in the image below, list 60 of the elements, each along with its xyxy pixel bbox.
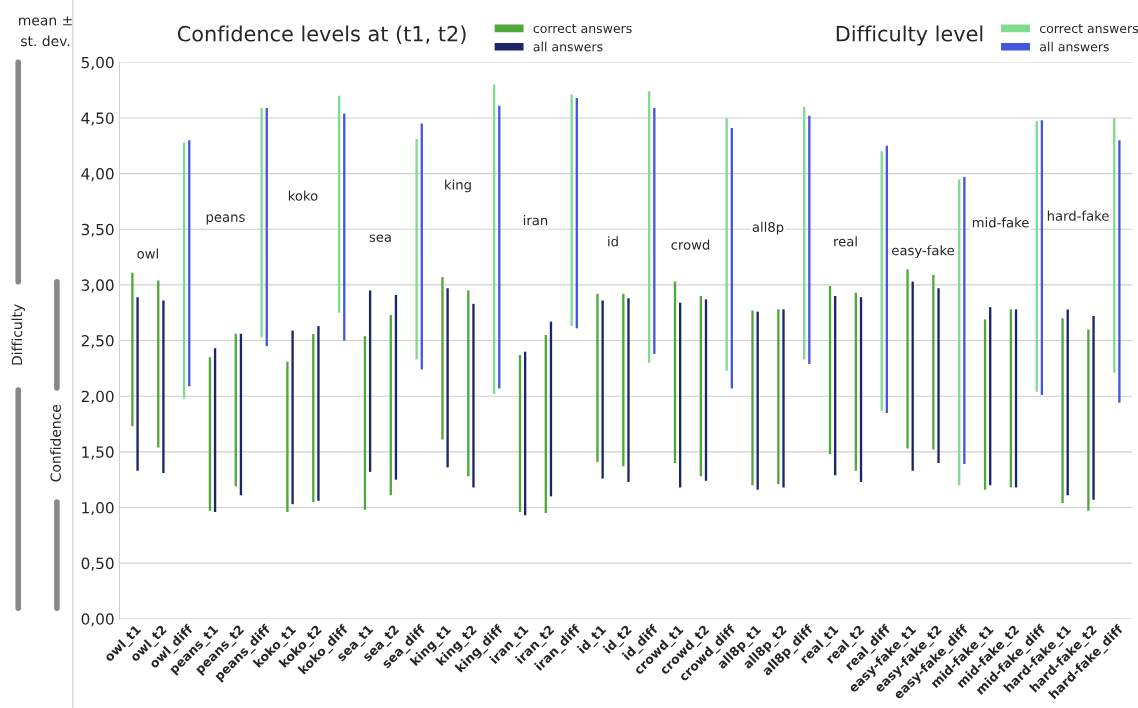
text: Difficulty — [11, 304, 25, 365]
y-tick-label: 3,50 — [81, 223, 114, 237]
annotation: peans — [206, 214, 245, 225]
bar — [1092, 316, 1095, 500]
bar — [751, 310, 754, 486]
legend-label: all answers — [1040, 41, 1109, 52]
y-tick-label: 4,00 — [81, 168, 114, 182]
bar — [782, 309, 785, 488]
annotation: id — [608, 236, 618, 247]
annotation: all8p — [752, 221, 784, 235]
legend-label: correct answers — [1039, 24, 1138, 34]
annotation: mid-fake — [972, 217, 1029, 228]
legend-label: correct answers — [533, 24, 632, 34]
bar — [932, 274, 935, 450]
bar — [1087, 329, 1090, 511]
y-tick-label: 2,00 — [81, 390, 114, 404]
y-tick-label: 1,50 — [82, 446, 114, 460]
bar — [260, 107, 263, 338]
bar — [570, 94, 573, 327]
bar — [441, 277, 444, 440]
bar — [808, 115, 811, 364]
y-tick-label: 0,00 — [81, 613, 114, 627]
bar — [906, 269, 909, 449]
text: mean ± st. dev. — [19, 16, 72, 47]
annotation: crowd — [671, 239, 710, 250]
bar — [472, 303, 475, 488]
bar — [131, 272, 134, 427]
legend-label: all answers — [533, 41, 603, 52]
annotation: real — [834, 236, 857, 247]
annotation: hard-fake — [1047, 210, 1109, 221]
bar — [1118, 140, 1121, 403]
bar — [1061, 318, 1064, 504]
annotation: king — [445, 179, 471, 193]
bar — [627, 298, 630, 482]
bar — [291, 330, 294, 505]
bar — [937, 288, 940, 463]
bar — [596, 293, 599, 462]
bar — [446, 288, 449, 468]
y-tick-label: 1,00 — [82, 501, 114, 516]
annotation: koko — [288, 190, 318, 201]
annotation: owl — [137, 248, 158, 259]
bar — [136, 297, 139, 471]
chart-subtitle: Difficulty level — [836, 25, 983, 46]
bar — [415, 139, 418, 360]
bar — [601, 300, 604, 479]
bar — [777, 309, 780, 485]
bar — [162, 300, 165, 473]
annotation: sea — [369, 234, 391, 242]
y-tick-label: 5,00 — [81, 56, 114, 70]
annotation: iran — [523, 215, 548, 226]
y-tick-label: 4,50 — [81, 112, 114, 126]
y-tick-label: 3,00 — [81, 279, 114, 293]
chart-title: Confidence levels at (t1, t2) — [177, 25, 466, 45]
text: Confidence — [50, 404, 61, 482]
bar — [963, 176, 966, 465]
y-tick-label: 0,50 — [81, 557, 114, 571]
annotation: easy-fake — [892, 245, 955, 258]
bar — [317, 326, 320, 501]
y-tick-label: 2,50 — [81, 335, 114, 349]
bar — [286, 361, 289, 512]
